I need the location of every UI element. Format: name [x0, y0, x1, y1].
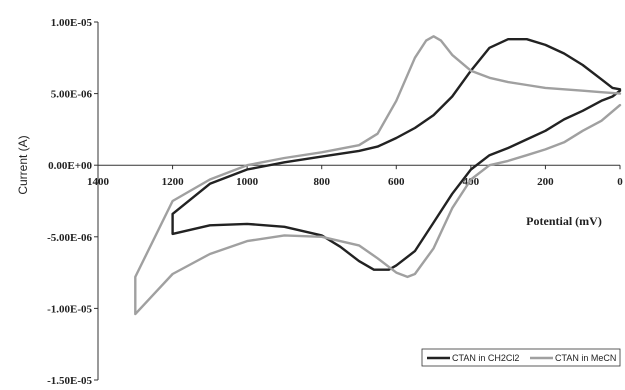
axes [94, 21, 621, 381]
x-tick-label: 1200 [162, 176, 185, 188]
series-line-mecn [134, 35, 622, 316]
legend-box [421, 348, 621, 367]
x-tick-labels: 1400 1200 1000 800 600 400 200 0 [87, 176, 623, 188]
legend: CTAN in CH2Cl2 CTAN in MeCN [421, 348, 621, 367]
y-tick-label: 1.00E-05 [51, 17, 93, 29]
y-axis-title: Current (A) [16, 135, 30, 194]
y-tick-labels: 1.00E-05 5.00E-06 0.00E+00 -5.00E-06 -1.00E-… [47, 17, 92, 387]
legend-label-ch2cl2: CTAN in CH2Cl2 [452, 353, 519, 363]
y-tick-label: -5.00E-06 [47, 232, 92, 244]
series-line-ch2cl2 [171, 38, 622, 271]
x-tick-label: 600 [388, 176, 405, 188]
y-tick-label: -1.00E-05 [47, 303, 92, 315]
series-group [134, 35, 622, 316]
x-tick-label: 1000 [236, 176, 259, 188]
y-tick-label: 5.00E-06 [51, 89, 93, 101]
x-tick-label: 200 [537, 176, 554, 188]
y-tick-label: 0.00E+00 [48, 160, 92, 172]
x-tick-label: 800 [313, 176, 330, 188]
x-tick-label: 0 [617, 176, 623, 188]
y-tick-label: -1.50E-05 [47, 375, 92, 387]
legend-label-mecn: CTAN in MeCN [555, 353, 616, 363]
x-axis-title: Potential (mV) [526, 214, 602, 228]
